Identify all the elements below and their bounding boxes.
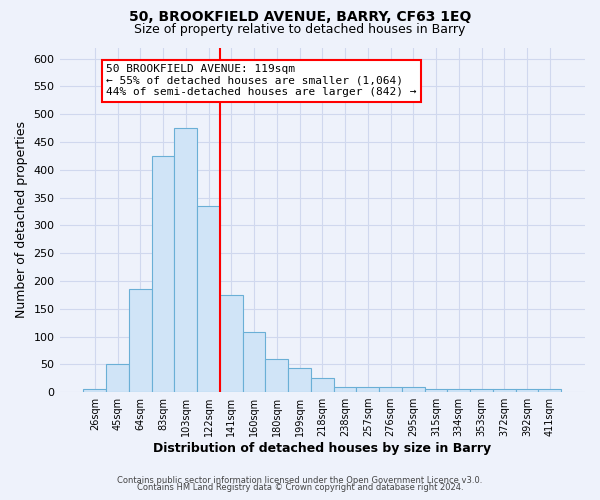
- Bar: [152, 156, 175, 392]
- Bar: [175, 128, 197, 392]
- Bar: [515, 390, 538, 392]
- Bar: [470, 390, 493, 392]
- Text: 50, BROOKFIELD AVENUE, BARRY, CF63 1EQ: 50, BROOKFIELD AVENUE, BARRY, CF63 1EQ: [129, 10, 471, 24]
- Bar: [220, 295, 242, 392]
- X-axis label: Distribution of detached houses by size in Barry: Distribution of detached houses by size …: [153, 442, 491, 455]
- Y-axis label: Number of detached properties: Number of detached properties: [15, 122, 28, 318]
- Text: Contains public sector information licensed under the Open Government Licence v3: Contains public sector information licen…: [118, 476, 482, 485]
- Bar: [402, 386, 425, 392]
- Text: Size of property relative to detached houses in Barry: Size of property relative to detached ho…: [134, 22, 466, 36]
- Bar: [538, 390, 561, 392]
- Bar: [448, 390, 470, 392]
- Bar: [493, 390, 515, 392]
- Bar: [265, 358, 288, 392]
- Bar: [129, 290, 152, 392]
- Bar: [197, 206, 220, 392]
- Bar: [379, 386, 402, 392]
- Bar: [311, 378, 334, 392]
- Bar: [83, 390, 106, 392]
- Bar: [425, 390, 448, 392]
- Bar: [334, 386, 356, 392]
- Bar: [106, 364, 129, 392]
- Bar: [288, 368, 311, 392]
- Bar: [356, 386, 379, 392]
- Text: 50 BROOKFIELD AVENUE: 119sqm
← 55% of detached houses are smaller (1,064)
44% of: 50 BROOKFIELD AVENUE: 119sqm ← 55% of de…: [106, 64, 416, 98]
- Bar: [242, 332, 265, 392]
- Text: Contains HM Land Registry data © Crown copyright and database right 2024.: Contains HM Land Registry data © Crown c…: [137, 484, 463, 492]
